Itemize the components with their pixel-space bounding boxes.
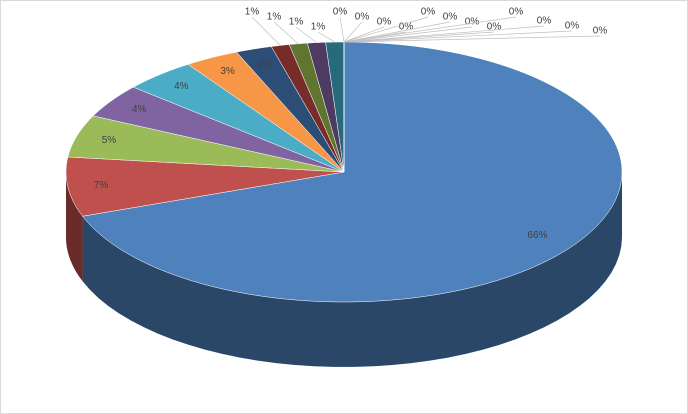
data-label: 0%: [565, 21, 580, 32]
slice: [132, 64, 345, 173]
data-label: 4%: [132, 104, 147, 115]
data-label: 1%: [267, 12, 282, 23]
leader-line: [343, 21, 363, 43]
slice: [82, 41, 623, 303]
data-label: 0%: [465, 17, 480, 28]
data-label: 0%: [333, 7, 348, 18]
slice-side-shade: [82, 172, 623, 367]
data-label: 0%: [509, 7, 524, 18]
slice-side: [82, 172, 623, 367]
data-label: 1%: [245, 7, 260, 18]
leader-line: [273, 21, 299, 45]
leader-line: [343, 16, 517, 43]
leader-line: [343, 21, 451, 43]
data-label: 0%: [443, 12, 458, 23]
data-label: 66%: [527, 230, 547, 241]
leader-line: [343, 25, 545, 43]
data-label: 0%: [377, 17, 392, 28]
slice: [67, 115, 345, 173]
data-label: 1%: [311, 22, 326, 33]
leader-line: [343, 30, 573, 43]
data-label: 5%: [102, 135, 117, 146]
leader-line: [295, 26, 317, 43]
slice: [65, 156, 345, 217]
slice: [92, 86, 345, 173]
slice-side-shade: [66, 172, 83, 282]
data-label: 2%: [257, 58, 272, 69]
slice: [236, 46, 345, 173]
leader-line: [317, 31, 335, 43]
leader-line: [343, 26, 385, 43]
data-label: 4%: [174, 81, 189, 92]
data-label: 0%: [593, 26, 608, 37]
data-label: 3%: [220, 66, 235, 77]
data-label: 0%: [487, 22, 502, 33]
leader-line: [343, 26, 473, 43]
slice: [187, 51, 345, 173]
leader-line: [343, 35, 601, 43]
data-label: 0%: [399, 22, 414, 33]
leader-line: [343, 16, 429, 43]
data-label: 1%: [289, 17, 304, 28]
data-label: 0%: [355, 12, 370, 23]
leader-line: [339, 16, 345, 43]
data-label: 0%: [537, 16, 552, 27]
data-label: 0%: [421, 7, 436, 18]
data-label: 7%: [94, 180, 109, 191]
slice-side: [66, 172, 83, 282]
leader-line: [251, 16, 281, 46]
